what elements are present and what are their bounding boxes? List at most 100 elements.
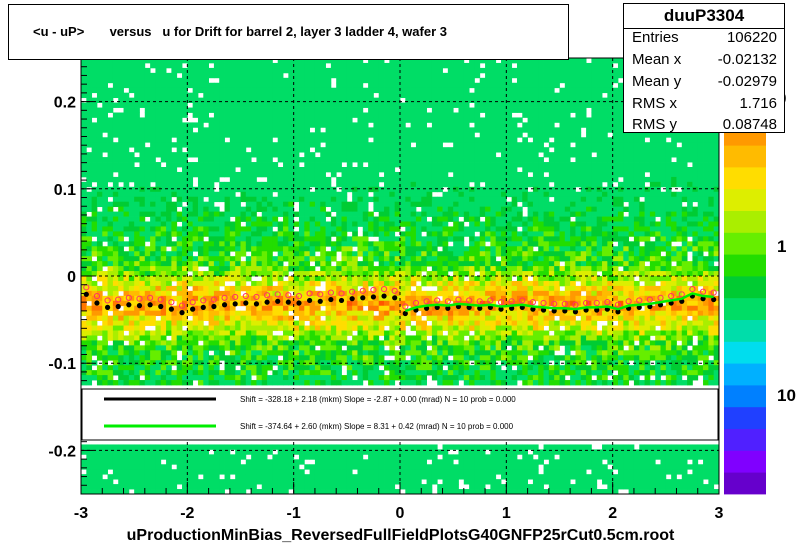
heat-cell bbox=[415, 82, 422, 89]
heat-cell bbox=[304, 147, 311, 153]
heat-cell bbox=[283, 350, 289, 356]
heat-cell bbox=[357, 241, 364, 247]
heat-cell bbox=[139, 271, 146, 277]
heat-cell bbox=[81, 58, 87, 64]
heat-cell bbox=[400, 246, 406, 252]
heat-cell bbox=[192, 236, 199, 242]
heat-cell bbox=[368, 320, 374, 326]
heat-cell bbox=[245, 196, 252, 203]
heat-cell bbox=[134, 97, 140, 103]
heat-cell bbox=[277, 310, 284, 317]
heat-cell bbox=[267, 335, 273, 341]
heat-cell bbox=[330, 469, 337, 475]
heat-cell bbox=[267, 246, 273, 252]
heat-cell bbox=[336, 479, 342, 485]
heat-cell bbox=[134, 256, 140, 262]
heat-cell bbox=[325, 380, 332, 386]
heat-cell bbox=[352, 365, 358, 371]
heat-cell bbox=[341, 92, 348, 99]
heat-cell bbox=[256, 489, 263, 495]
heat-cell bbox=[304, 152, 311, 158]
heat-cell bbox=[373, 246, 380, 252]
heat-cell bbox=[261, 365, 268, 371]
heat-cell bbox=[256, 350, 263, 356]
heat-cell bbox=[309, 330, 316, 336]
heat-cell bbox=[336, 191, 342, 198]
heat-cell bbox=[384, 360, 390, 366]
heat-cell bbox=[314, 201, 321, 208]
heat-cell bbox=[304, 266, 311, 272]
heat-cell bbox=[166, 221, 172, 227]
heat-cell bbox=[134, 454, 140, 460]
heat-cell bbox=[384, 152, 390, 158]
heat-cell bbox=[453, 67, 459, 74]
heat-cell bbox=[112, 256, 119, 262]
heat-cell bbox=[176, 459, 183, 465]
heat-cell bbox=[192, 310, 199, 317]
heat-cell bbox=[118, 211, 124, 217]
heat-cell bbox=[160, 171, 167, 178]
heat-cell bbox=[384, 206, 390, 212]
heat-cell bbox=[251, 271, 257, 277]
heat-cell bbox=[251, 72, 257, 79]
heat-cell bbox=[182, 221, 188, 227]
heat-cell bbox=[309, 216, 316, 222]
heat-cell bbox=[229, 77, 236, 84]
heat-cell bbox=[346, 285, 353, 292]
heat-cell bbox=[304, 122, 311, 128]
heat-cell bbox=[213, 256, 220, 262]
heat-cell bbox=[128, 285, 135, 292]
heat-cell bbox=[346, 176, 353, 183]
heat-cell bbox=[96, 147, 103, 153]
heat-cell bbox=[224, 370, 231, 376]
heat-cell bbox=[341, 246, 348, 252]
heat-cell bbox=[251, 102, 257, 108]
heat-cell bbox=[235, 459, 241, 465]
heat-cell bbox=[203, 330, 209, 336]
heat-cell bbox=[442, 201, 449, 208]
heat-cell bbox=[293, 181, 300, 188]
heat-cell bbox=[261, 102, 268, 108]
heat-cell bbox=[298, 216, 305, 222]
heat-cell bbox=[325, 484, 332, 490]
heat-cell bbox=[368, 82, 374, 89]
heat-cell bbox=[150, 271, 156, 277]
heat-cell bbox=[394, 132, 401, 138]
heat-cell bbox=[288, 167, 295, 173]
heat-cell bbox=[293, 285, 300, 292]
heat-cell bbox=[437, 97, 443, 103]
heat-cell bbox=[389, 142, 396, 148]
heat-cell bbox=[166, 345, 172, 351]
heat-cell bbox=[182, 186, 188, 193]
heat-cell bbox=[219, 370, 225, 376]
heat-cell bbox=[442, 380, 449, 386]
heat-cell bbox=[192, 300, 199, 307]
heat-cell bbox=[256, 290, 263, 297]
heat-cell bbox=[160, 58, 167, 64]
heat-cell bbox=[91, 340, 98, 346]
heat-cell bbox=[139, 58, 146, 64]
heat-cell bbox=[256, 196, 263, 203]
heat-cell bbox=[261, 280, 268, 287]
heat-cell bbox=[405, 201, 412, 208]
heat-cell bbox=[176, 186, 183, 193]
heat-cell bbox=[410, 350, 417, 356]
heat-cell bbox=[410, 280, 417, 287]
heat-cell bbox=[447, 256, 454, 262]
heat-cell bbox=[447, 216, 454, 222]
heat-cell bbox=[182, 167, 188, 173]
heat-cell bbox=[272, 67, 279, 74]
heat-cell bbox=[357, 444, 364, 450]
heat-cell bbox=[437, 152, 443, 158]
heat-cell bbox=[341, 167, 348, 173]
heat-cell bbox=[123, 300, 130, 307]
heat-cell bbox=[203, 310, 209, 317]
heat-cell bbox=[187, 216, 194, 222]
heat-cell bbox=[352, 380, 358, 386]
heat-cell bbox=[102, 62, 108, 69]
heat-cell bbox=[405, 196, 412, 203]
heat-cell bbox=[182, 97, 188, 103]
heat-cell bbox=[415, 112, 422, 118]
heat-cell bbox=[405, 360, 412, 366]
heat-cell bbox=[415, 375, 422, 381]
